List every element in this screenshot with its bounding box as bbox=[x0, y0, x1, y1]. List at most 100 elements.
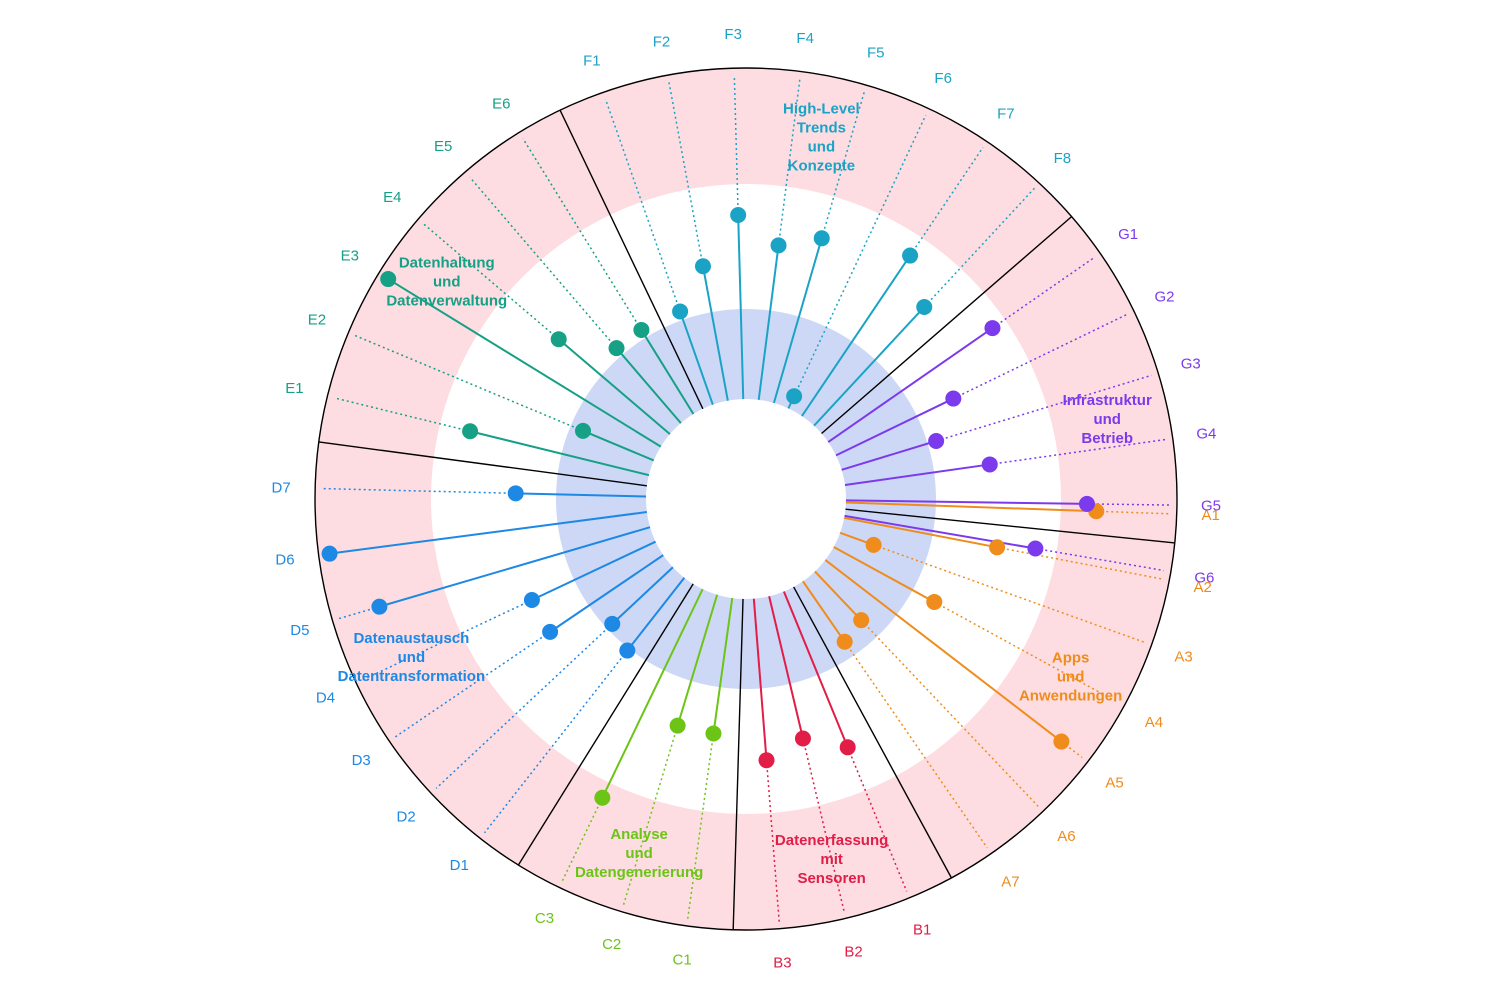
dot-d1[interactable] bbox=[619, 642, 636, 659]
stem bbox=[845, 501, 1097, 513]
item-label-e2: E2 bbox=[308, 312, 326, 329]
stem bbox=[640, 329, 695, 415]
segment-dividers bbox=[318, 109, 1175, 930]
guide-line bbox=[953, 313, 1128, 400]
segment-title-line: und bbox=[433, 273, 461, 290]
segment-title-line: und bbox=[1093, 411, 1121, 428]
stem bbox=[329, 511, 647, 555]
item-label-d1: D1 bbox=[450, 857, 469, 874]
guide-line bbox=[996, 546, 1163, 580]
dot-a7[interactable] bbox=[836, 633, 853, 650]
item-label-a4: A4 bbox=[1145, 714, 1163, 731]
segment-title-c: Analyse und Datengenerierung bbox=[575, 826, 703, 881]
item-label-d7: D7 bbox=[272, 480, 291, 497]
dot-e1[interactable] bbox=[462, 423, 479, 440]
item-label-f8: F8 bbox=[1054, 150, 1072, 167]
stem bbox=[379, 526, 651, 608]
dot-e2[interactable] bbox=[574, 422, 591, 439]
dot-a3[interactable] bbox=[865, 536, 882, 553]
stem bbox=[701, 266, 729, 401]
stem bbox=[845, 499, 1087, 505]
segment-title-line: und bbox=[398, 649, 426, 666]
dots bbox=[321, 206, 1105, 806]
dot-c2[interactable] bbox=[669, 717, 686, 734]
guide-line bbox=[765, 760, 780, 922]
dot-c1[interactable] bbox=[705, 725, 722, 742]
segment-title-line: Anwendungen bbox=[1019, 688, 1122, 705]
item-label-c1: C1 bbox=[672, 952, 691, 969]
dot-d4[interactable] bbox=[523, 592, 540, 609]
dot-b3[interactable] bbox=[758, 752, 775, 769]
dot-d5[interactable] bbox=[371, 598, 388, 615]
dot-c3[interactable] bbox=[594, 789, 611, 806]
segment-title-line: Analyse bbox=[610, 826, 668, 843]
dot-b1[interactable] bbox=[839, 739, 856, 756]
segment-title-f: High-Level Trends und Konzepte bbox=[783, 100, 860, 174]
stem bbox=[824, 559, 1063, 743]
item-label-b2: B2 bbox=[844, 943, 862, 960]
segment-title-line: Datenerfassung bbox=[775, 832, 888, 849]
dot-f2[interactable] bbox=[694, 258, 711, 275]
dot-d3[interactable] bbox=[542, 623, 559, 640]
dot-g5[interactable] bbox=[1078, 495, 1095, 512]
guide-line bbox=[846, 747, 908, 892]
dot-f3[interactable] bbox=[730, 206, 747, 223]
dot-d2[interactable] bbox=[604, 615, 621, 632]
dot-a6[interactable] bbox=[853, 612, 870, 629]
segment-title-line: Trends bbox=[797, 119, 846, 136]
stem bbox=[801, 254, 911, 417]
segment-title-g: Infrastruktur und Betrieb bbox=[1063, 392, 1152, 447]
segment-title-line: Apps bbox=[1052, 650, 1090, 667]
segment-divider bbox=[559, 109, 704, 410]
segment-title-line: High-Level bbox=[783, 100, 860, 117]
dot-e5[interactable] bbox=[608, 340, 625, 357]
dot-g4[interactable] bbox=[981, 456, 998, 473]
dot-f1[interactable] bbox=[672, 303, 689, 320]
item-label-a1: A1 bbox=[1202, 507, 1220, 524]
dot-a5[interactable] bbox=[1053, 733, 1070, 750]
segment-title-line: Datentransformation bbox=[338, 668, 486, 685]
stem bbox=[582, 429, 655, 462]
dot-f4[interactable] bbox=[770, 237, 787, 254]
guide-line bbox=[322, 487, 516, 495]
item-label-g2: G2 bbox=[1154, 288, 1174, 305]
segment-title-line: Datenaustausch bbox=[353, 630, 469, 647]
guide-line bbox=[1060, 740, 1083, 759]
dot-e4[interactable] bbox=[550, 331, 567, 348]
dot-g1[interactable] bbox=[984, 320, 1001, 337]
guide-line bbox=[992, 256, 1095, 329]
item-label-f2: F2 bbox=[653, 34, 671, 51]
item-label-a6: A6 bbox=[1057, 828, 1075, 845]
dot-f8[interactable] bbox=[916, 298, 933, 315]
dot-b2[interactable] bbox=[794, 730, 811, 747]
guide-line bbox=[483, 650, 628, 834]
guide-line bbox=[844, 641, 988, 849]
item-label-a3: A3 bbox=[1174, 648, 1192, 665]
segment-titles: Apps und Anwendungen Datenerfassung mit Senso… bbox=[338, 100, 1152, 887]
dot-a2[interactable] bbox=[989, 539, 1006, 556]
stem bbox=[611, 566, 674, 625]
dot-g6[interactable] bbox=[1027, 540, 1044, 557]
dot-g2[interactable] bbox=[945, 390, 962, 407]
dot-f6[interactable] bbox=[786, 388, 803, 405]
dot-f7[interactable] bbox=[902, 247, 919, 264]
item-label-b3: B3 bbox=[773, 955, 791, 972]
stem bbox=[814, 570, 862, 621]
dot-d6[interactable] bbox=[321, 545, 338, 562]
segment-title-line: und bbox=[808, 138, 836, 155]
stem bbox=[558, 338, 671, 435]
item-label-e4: E4 bbox=[383, 189, 401, 206]
dot-g3[interactable] bbox=[928, 433, 945, 450]
dot-e3[interactable] bbox=[380, 271, 397, 288]
guide-line bbox=[793, 114, 927, 397]
item-label-f4: F4 bbox=[796, 30, 814, 47]
stem bbox=[737, 214, 745, 400]
dot-d7[interactable] bbox=[507, 485, 524, 502]
stem bbox=[844, 516, 998, 549]
dot-e6[interactable] bbox=[633, 321, 650, 338]
dot-f5[interactable] bbox=[813, 230, 830, 247]
stem bbox=[601, 588, 704, 799]
guide-line bbox=[909, 146, 984, 256]
dot-a4[interactable] bbox=[926, 593, 943, 610]
stem bbox=[626, 577, 686, 652]
